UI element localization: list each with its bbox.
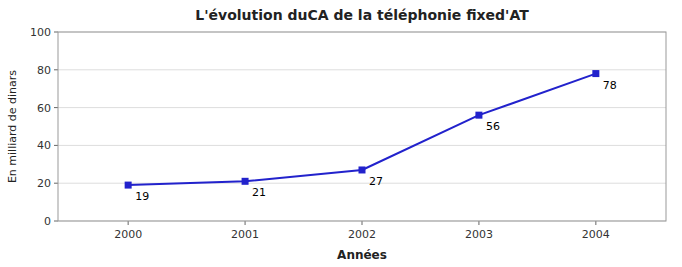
grid <box>58 32 666 221</box>
x-tick <box>128 221 129 225</box>
grid-line <box>58 145 666 146</box>
y-tick-label: 80 <box>37 64 51 77</box>
x-axis-label: Années <box>337 248 387 262</box>
y-tick-label: 20 <box>37 177 51 190</box>
y-tick-label: 40 <box>37 139 51 152</box>
data-labels: 19 21 27 56 78 <box>135 79 617 204</box>
grid-line <box>58 69 666 70</box>
axes: 0 20 40 60 80 100 2000 2001 2002 2003 2004 <box>30 26 666 241</box>
data-label: 56 <box>486 120 500 133</box>
y-tick <box>54 32 58 33</box>
title: L'évolution duCA de la téléphonie fixed'… <box>195 7 529 23</box>
line <box>128 74 596 186</box>
marker <box>125 182 132 189</box>
y-tick <box>54 145 58 146</box>
marker <box>475 112 482 119</box>
y-tick-label: 60 <box>37 102 51 115</box>
y-tick <box>54 69 58 70</box>
data-label: 78 <box>603 79 617 92</box>
marker <box>592 70 599 77</box>
x-tick <box>362 221 363 225</box>
y-axis-label: En milliard de dinars <box>6 70 19 183</box>
x-tick <box>245 221 246 225</box>
grid-line <box>58 107 666 108</box>
data-label: 27 <box>369 175 383 188</box>
data-label: 19 <box>135 190 149 203</box>
data-label: 21 <box>252 186 266 199</box>
background <box>0 0 682 267</box>
x-tick-label: 2000 <box>114 228 142 241</box>
x-tick-label: 2003 <box>465 228 493 241</box>
x-tick-label: 2002 <box>348 228 376 241</box>
y-tick-label: 0 <box>44 215 51 228</box>
chart: 0 20 40 60 80 100 2000 2001 2002 2003 2004 19 21 27 56… <box>0 0 682 267</box>
x-tick-label: 2001 <box>231 228 259 241</box>
y-tick-label: 100 <box>30 26 51 39</box>
marker <box>359 166 366 173</box>
y-tick <box>54 221 58 222</box>
plot-frame <box>58 32 666 221</box>
y-tick <box>54 107 58 108</box>
y-tick <box>54 183 58 184</box>
x-tick <box>595 221 596 225</box>
x-tick <box>478 221 479 225</box>
x-tick-label: 2004 <box>582 228 610 241</box>
marker <box>242 178 249 185</box>
series <box>125 70 600 189</box>
